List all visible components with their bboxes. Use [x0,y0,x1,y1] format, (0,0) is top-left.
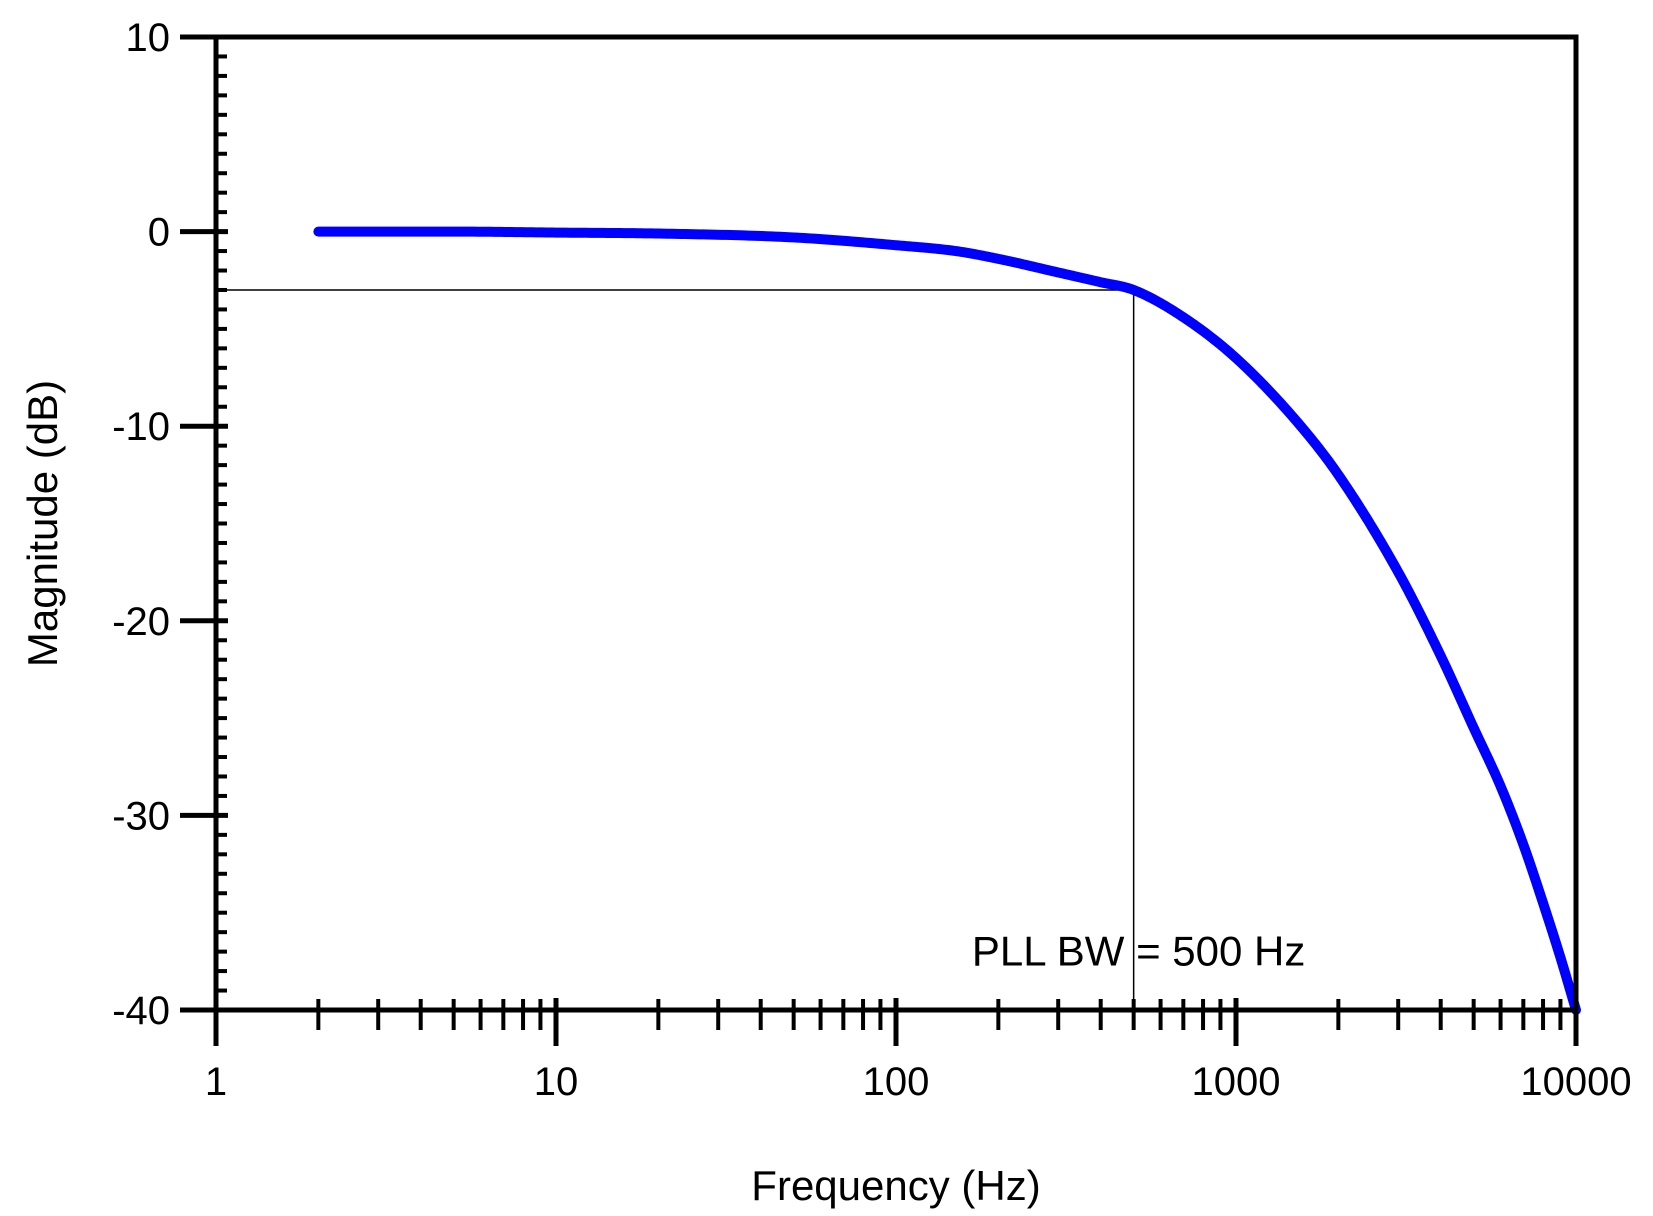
y-tick-label: -30 [112,794,170,838]
x-tick-label: 10 [534,1060,579,1104]
y-tick-label: -10 [112,405,170,449]
y-axis-ticks [180,34,228,1013]
x-axis-title: Frequency (Hz) [751,1162,1040,1209]
y-axis-title: Magnitude (dB) [19,380,66,667]
x-tick-label: 10000 [1520,1060,1631,1104]
x-axis-tick-labels: 1 10 100 1000 10000 [205,1060,1632,1104]
y-axis-tick-labels: 10 0 -10 -20 -30 -40 [112,16,170,1033]
y-tick-label: -40 [112,989,170,1033]
series-layer [313,226,1581,1015]
series-line-1 [313,226,1581,1015]
y-tick-label: -20 [112,600,170,644]
pll-bw-annotation: PLL BW = 500 Hz [972,928,1305,975]
x-tick-label: 1000 [1192,1060,1281,1104]
x-axis-ticks [213,998,1579,1046]
x-tick-label: 100 [863,1060,930,1104]
reference-lines [216,289,1135,1010]
x-tick-label: 1 [205,1060,227,1104]
y-tick-label: 0 [148,211,170,255]
y-tick-label: 10 [126,16,171,60]
